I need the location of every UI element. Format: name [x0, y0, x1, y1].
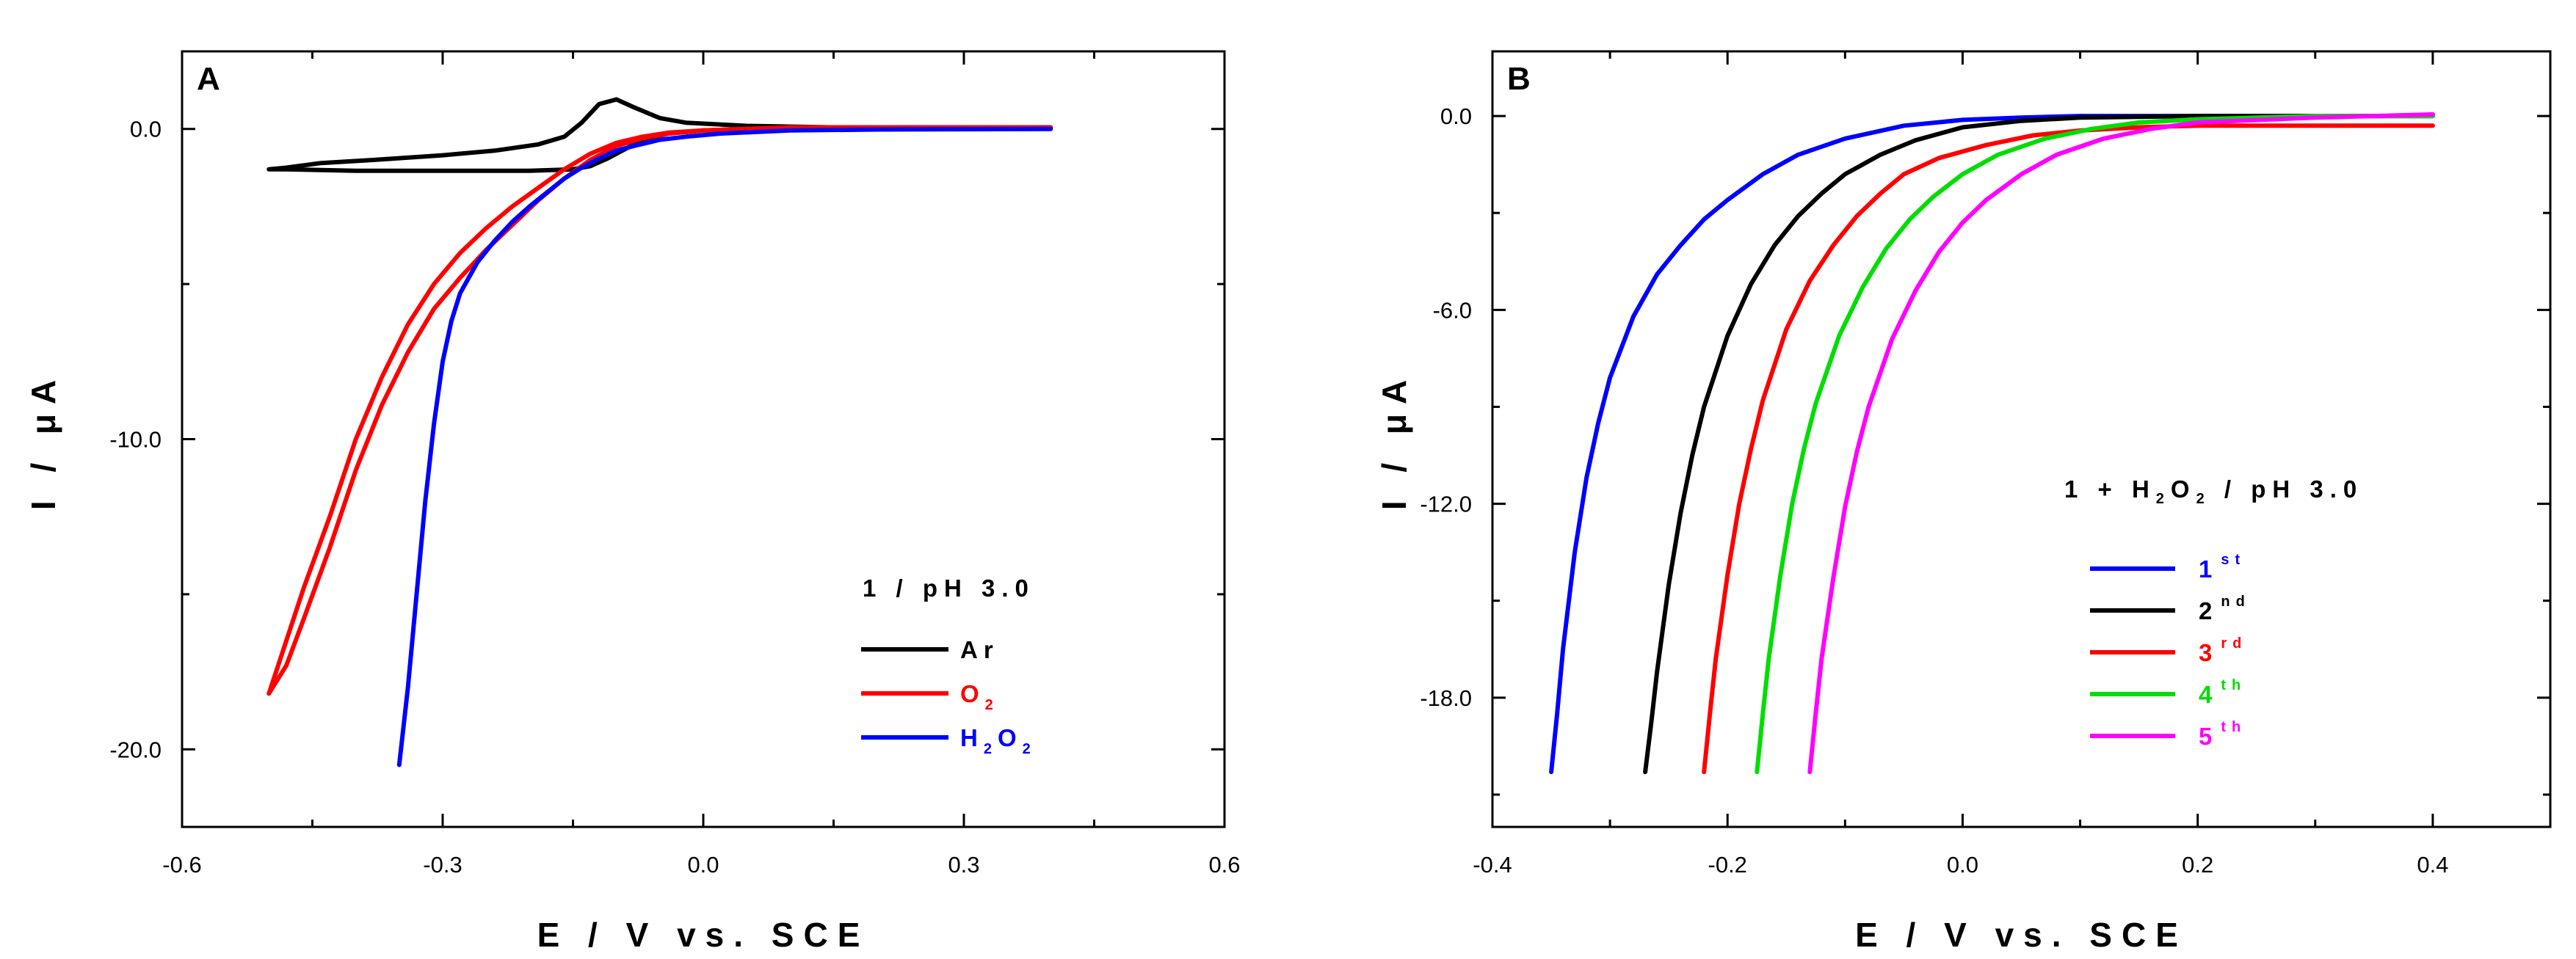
- y-tick-label: 0.0: [130, 117, 162, 142]
- series-line-5th: [1807, 112, 2435, 775]
- panel-label: A: [197, 61, 220, 97]
- y-tick-label: -10.0: [109, 427, 162, 453]
- y-tick-label: -6.0: [1433, 297, 1472, 323]
- series-line-1st: [1549, 114, 2435, 775]
- series-line-o2-reverse: [266, 125, 1053, 696]
- y-axis-title: I / μA: [24, 371, 62, 510]
- legend-label: H2O2: [960, 724, 1037, 757]
- y-axis-title: I / μA: [1375, 371, 1413, 510]
- x-tick-label: -0.4: [1473, 852, 1512, 878]
- y-tick-label: -12.0: [1420, 492, 1472, 517]
- series-line-3rd: [1702, 123, 2435, 775]
- plot-frame: [1491, 50, 2552, 828]
- legend-entry: H2O2: [861, 724, 1037, 757]
- panel-label: B: [1507, 61, 1531, 97]
- legend-label: Ar: [960, 636, 999, 663]
- legend-label: O2: [960, 680, 999, 713]
- legend-title: 1 + H2O2 / pH 3.0: [2064, 475, 2363, 507]
- series-line-4th: [1755, 114, 2435, 775]
- legend-entry: Ar: [861, 636, 999, 663]
- legend-entry: O2: [861, 680, 999, 713]
- x-tick-label: 0.4: [2417, 852, 2448, 878]
- plot-frame: [181, 50, 1226, 828]
- x-tick-label: -0.2: [1708, 852, 1747, 878]
- legend-title: 1 / pH 3.0: [863, 575, 1035, 602]
- x-tick-label: 0.0: [1947, 852, 1978, 878]
- x-tick-label: -0.6: [162, 852, 201, 878]
- series-line-h2o2: [396, 126, 1053, 767]
- x-tick-label: 0.0: [687, 852, 719, 878]
- x-tick-label: 0.2: [2182, 852, 2213, 878]
- y-tick-label: -18.0: [1420, 685, 1472, 711]
- x-tick-label: -0.3: [423, 852, 462, 878]
- x-axis-title: E / V vs. SCE: [1855, 916, 2188, 954]
- legend: 1 + H2O2 / pH 3.0 1 st 2 nd 3 rd 4 th 5 th: [2064, 475, 2363, 750]
- series-line-o2-forward: [266, 125, 1053, 696]
- x-axis-title: E / V vs. SCE: [537, 916, 870, 954]
- chart-panel-b: -0.4 -0.2 0.0 0.2 0.4 0.0 -6.0 -12.0 -18.0 B E / V…: [1375, 50, 2552, 954]
- chart-panel-a: -0.6 -0.3 0.0 0.3 0.6 0.0 -10.0 -20.0 A E / V vs.…: [24, 50, 1241, 954]
- y-tick-label: 0.0: [1440, 103, 1472, 129]
- series-line-2nd: [1643, 114, 2435, 775]
- x-tick-label: 0.3: [948, 852, 979, 878]
- y-tick-label: -20.0: [109, 737, 162, 762]
- x-tick-label: 0.6: [1208, 852, 1240, 878]
- legend: 1 / pH 3.0 Ar O2 H2O2: [861, 575, 1037, 757]
